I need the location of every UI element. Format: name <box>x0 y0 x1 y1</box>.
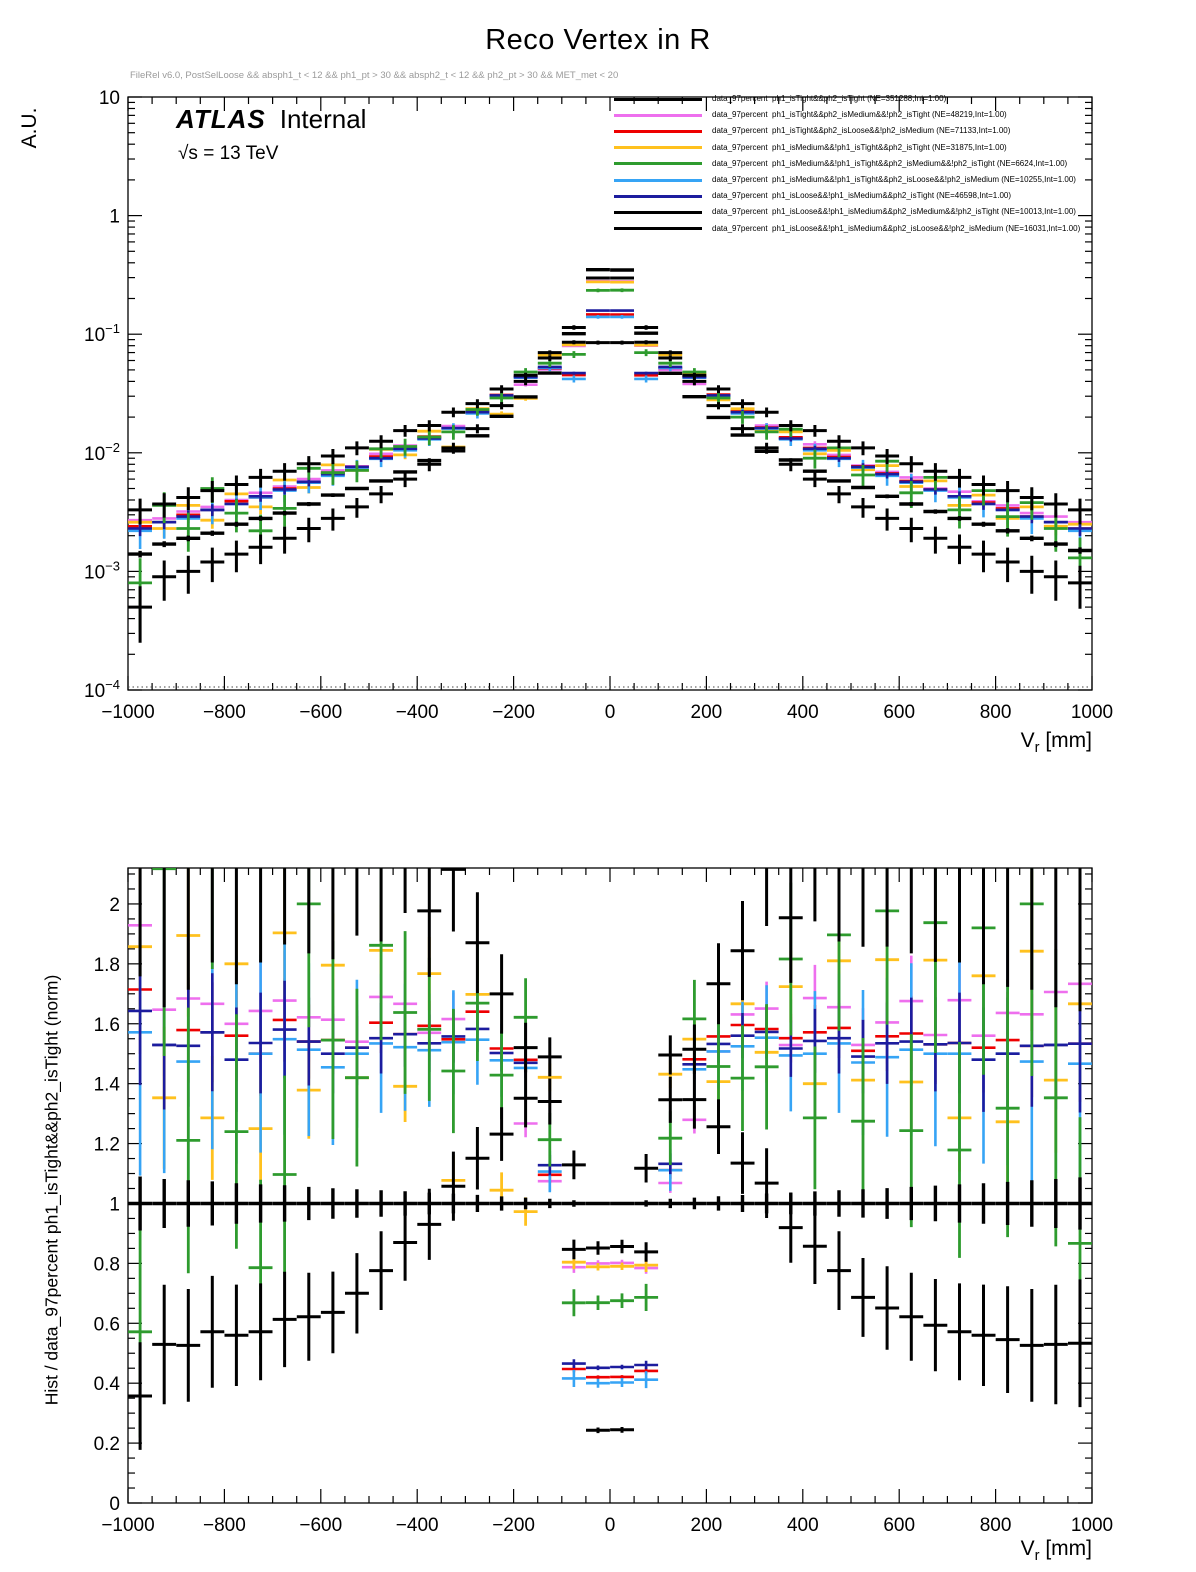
top-x-axis-title: Vr [mm] <box>1021 729 1092 756</box>
legend-item: data_97percent ph1_isMedium&&!ph1_isTigh… <box>614 140 1094 156</box>
svg-text:0.8: 0.8 <box>94 1254 120 1275</box>
svg-text:−600: −600 <box>299 1515 342 1536</box>
legend-line-sample <box>614 146 702 150</box>
legend-item: data_97percent ph1_isTight&&ph2_isMedium… <box>614 107 1094 123</box>
atlas-internal-label: ATLAS Internal <box>176 104 366 135</box>
svg-text:−200: −200 <box>492 702 535 723</box>
legend-item-label: data_97percent ph1_isLoose&&!ph1_isMediu… <box>712 223 1081 233</box>
legend-line-sample <box>614 227 702 231</box>
page-title: Reco Vertex in R <box>485 24 711 56</box>
atlas-status-text: Internal <box>279 104 367 134</box>
svg-text:−1000: −1000 <box>101 702 154 723</box>
legend-item-label: data_97percent ph1_isTight&&ph2_isMedium… <box>712 110 1007 120</box>
svg-text:1.4: 1.4 <box>94 1075 121 1096</box>
svg-text:10: 10 <box>99 88 120 109</box>
x-title-subscript: r <box>1034 1548 1040 1565</box>
legend: data_97percent ph1_isTight&&ph2_isTight … <box>614 91 1094 237</box>
svg-text:10−2: 10−2 <box>84 440 120 465</box>
svg-text:0: 0 <box>605 702 616 723</box>
legend-line-sample <box>614 178 702 182</box>
svg-text:10−3: 10−3 <box>84 558 120 583</box>
svg-text:−600: −600 <box>299 702 342 723</box>
svg-text:0.2: 0.2 <box>94 1434 120 1455</box>
svg-text:1: 1 <box>109 1194 120 1215</box>
svg-text:0: 0 <box>605 1515 616 1536</box>
legend-item-label: data_97percent ph1_isTight&&ph2_isTight … <box>712 94 947 104</box>
legend-line-sample <box>614 162 702 166</box>
svg-text:−200: −200 <box>492 1515 535 1536</box>
legend-item-label: data_97percent ph1_isMedium&&!ph1_isTigh… <box>712 142 1007 152</box>
legend-item-label: data_97percent ph1_isMedium&&!ph1_isTigh… <box>712 175 1076 185</box>
svg-text:800: 800 <box>980 702 1012 723</box>
svg-text:600: 600 <box>883 702 915 723</box>
energy-label: √s = 13 TeV <box>178 143 279 164</box>
svg-text:−400: −400 <box>396 702 439 723</box>
legend-item: data_97percent ph1_isTight&&ph2_isLoose&… <box>614 123 1094 139</box>
legend-line-sample <box>614 113 702 117</box>
legend-item-label: data_97percent ph1_isTight&&ph2_isLoose&… <box>712 126 1011 136</box>
svg-text:800: 800 <box>980 1515 1012 1536</box>
legend-item: data_97percent ph1_isMedium&&!ph1_isTigh… <box>614 172 1094 188</box>
atlas-logo-text: ATLAS <box>176 104 266 134</box>
svg-text:−800: −800 <box>203 1515 246 1536</box>
svg-text:1000: 1000 <box>1071 1515 1113 1536</box>
legend-item: data_97percent ph1_isLoose&&!ph1_isMediu… <box>614 221 1094 237</box>
svg-text:0.6: 0.6 <box>94 1314 120 1335</box>
selection-cut-text: FileRel v6.0, PostSelLoose && absph1_t <… <box>130 70 619 81</box>
svg-text:400: 400 <box>787 702 819 723</box>
svg-text:600: 600 <box>883 1515 915 1536</box>
svg-text:200: 200 <box>691 702 723 723</box>
svg-text:1000: 1000 <box>1071 702 1113 723</box>
svg-text:10−1: 10−1 <box>84 321 120 346</box>
legend-line-sample <box>614 194 702 198</box>
legend-line-sample <box>614 97 702 101</box>
legend-item: data_97percent ph1_isMedium&&!ph1_isTigh… <box>614 156 1094 172</box>
legend-line-sample <box>614 210 702 214</box>
svg-text:2: 2 <box>109 895 120 916</box>
x-title-base: V <box>1020 729 1035 752</box>
legend-item: data_97percent ph1_isLoose&&!ph1_isMediu… <box>614 204 1094 220</box>
x-title-base: V <box>1020 1537 1035 1560</box>
svg-text:400: 400 <box>787 1515 819 1536</box>
svg-text:−800: −800 <box>203 702 246 723</box>
bottom-y-axis-title: Hist / data_97percent ph1_isTight&&ph2_i… <box>41 974 62 1406</box>
legend-line-sample <box>614 129 702 133</box>
svg-text:0: 0 <box>109 1494 120 1515</box>
legend-item-label: data_97percent ph1_isMedium&&!ph1_isTigh… <box>712 158 1068 168</box>
svg-text:1.6: 1.6 <box>94 1015 120 1036</box>
svg-text:0.4: 0.4 <box>94 1374 121 1395</box>
svg-text:1.2: 1.2 <box>94 1135 120 1156</box>
x-title-unit: [mm] <box>1039 1537 1092 1560</box>
legend-item: data_97percent ph1_isTight&&ph2_isTight … <box>614 91 1094 107</box>
svg-text:10−4: 10−4 <box>84 677 120 702</box>
legend-item-label: data_97percent ph1_isLoose&&!ph1_isMediu… <box>712 191 1012 201</box>
legend-item: data_97percent ph1_isLoose&&!ph1_isMediu… <box>614 188 1094 204</box>
svg-text:1.8: 1.8 <box>94 955 120 976</box>
x-title-unit: [mm] <box>1039 729 1092 752</box>
top-y-axis-title: A.U. <box>18 107 41 149</box>
svg-text:200: 200 <box>691 1515 723 1536</box>
bottom-x-axis-title: Vr [mm] <box>1021 1537 1092 1564</box>
x-title-subscript: r <box>1034 740 1040 757</box>
svg-text:−400: −400 <box>396 1515 439 1536</box>
svg-text:1: 1 <box>109 207 120 228</box>
svg-text:−1000: −1000 <box>101 1515 154 1536</box>
legend-item-label: data_97percent ph1_isLoose&&!ph1_isMediu… <box>712 207 1076 217</box>
